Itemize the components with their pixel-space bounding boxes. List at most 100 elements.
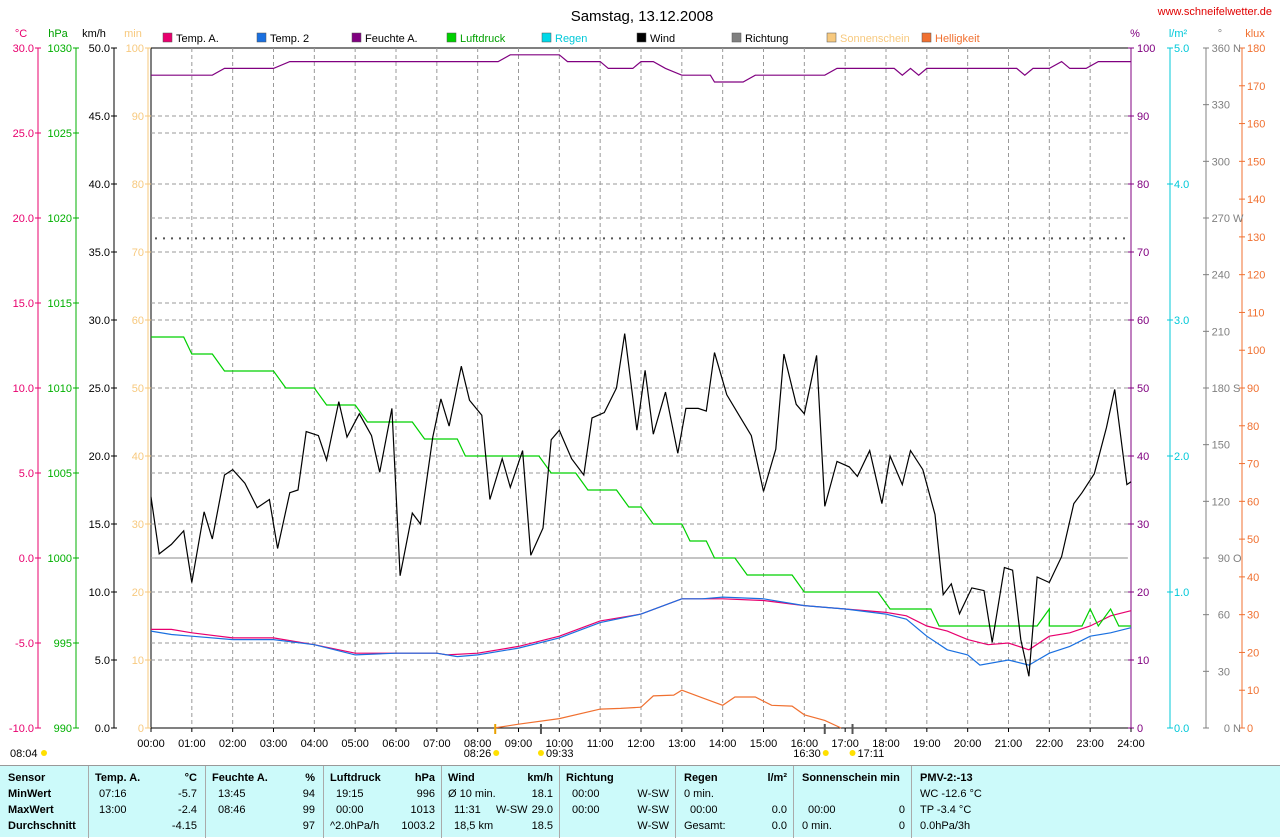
stats-value: -5.7 [178,788,197,800]
brightness-axis-tick-label: 90 [1247,383,1259,395]
legend-swatch [446,32,457,43]
stats-value: 1013 [410,804,435,816]
x-tick-label: 11:00 [587,738,614,750]
series-luftdruck [151,336,1131,628]
stats-time: 11:31 [454,804,481,816]
direction-axis-tick-label: 330 [1212,100,1230,112]
brightness-axis-tick-label: 60 [1247,496,1259,508]
temp-axis-tick-label: 25.0 [13,128,34,140]
direction-axis-tick-label: 30 [1218,666,1230,678]
legend-label: Luftdruck [460,33,506,45]
brightness-axis-tick-label: 160 [1247,119,1265,131]
compass-label: S [1233,383,1240,395]
site-url: www.schneifelwetter.de [1157,6,1272,18]
x-tick-label: 09:00 [505,738,533,750]
stats-time: ^2.0hPa/h [330,820,380,832]
light-unit-label: klux [1245,28,1265,40]
sun-axis-tick-label: 100 [126,43,144,55]
wind-axis-tick-label: 10.0 [89,587,110,599]
rain-axis-tick-label: 0.0 [1174,723,1189,735]
stats-col-pressure: Luftdruck hPa 19:15 996 00:00 1013 ^2.0hPa… [324,766,442,838]
legend-swatch [921,32,932,43]
legend-label: Richtung [745,33,788,45]
humidity-axis-tick-label: 30 [1137,519,1149,531]
brightness-axis-tick-label: 50 [1247,534,1259,546]
stats-value: 99 [302,804,315,816]
pressure-axis-tick-label: 1020 [48,213,72,225]
sun-axis-tick-label: 30 [132,519,144,531]
brightness-axis-tick-label: 180 [1247,43,1265,55]
stats-col-sensor: Sensor MinWert MaxWert Durchschnitt [0,766,89,838]
humidity-axis-tick-label: 80 [1137,179,1149,191]
pressure-axis-tick-label: 1030 [48,43,72,55]
stats-value: 0.0 [771,820,787,832]
stats-label-min: MinWert [8,788,52,800]
direction-axis-tick-label: 360 [1212,43,1230,55]
x-tick-label: 08:00 [464,738,492,750]
rain-axis-tick-label: 4.0 [1174,179,1189,191]
sun-event-label: 08:26 [464,748,492,760]
stats-tp: TP -3.4 °C [920,804,972,816]
stats-header: Richtung [566,772,614,784]
wind-axis-tick-label: 5.0 [95,655,110,667]
sun-marker [822,750,829,756]
temp-axis-tick-label: 10.0 [13,383,34,395]
x-tick-label: 22:00 [1036,738,1064,750]
pressure-axis-tick-label: 1000 [48,553,72,565]
direction-axis-tick-label: 90 [1218,553,1230,565]
direction-axis-tick-label: 150 [1212,440,1230,452]
rain-axis-tick-label: 5.0 [1174,43,1189,55]
stats-dir: W-SW [496,804,528,816]
humidity-axis-tick-label: 0 [1137,723,1143,735]
x-tick-label: 05:00 [341,738,369,750]
direction-axis-tick-label: 120 [1212,496,1230,508]
stats-col-sunshine: Sonnenschein min 00:00 0 0 min. 0 [794,766,912,838]
stats-time: 19:15 [336,788,364,800]
legend-swatch [541,32,552,43]
wind-axis-tick-label: 25.0 [89,383,110,395]
sun-events: 08:04 08:26 09:33 16:30 17:11 [10,724,884,760]
stats-time: 0 min. [684,788,714,800]
stats-value: W-SW [637,804,669,816]
brightness-axis-tick-label: 120 [1247,270,1265,282]
stats-value: 29.0 [531,804,553,816]
temp-axis-tick-label: 30.0 [13,43,34,55]
pressure-axis-tick-label: 990 [54,723,72,735]
stats-value: 0 [898,820,905,832]
wind-axis-tick-label: 20.0 [89,451,110,463]
wind-axis-tick-label: 15.0 [89,519,110,531]
sun-event-label: 17:11 [858,748,885,760]
x-tick-label: 07:00 [423,738,451,750]
stats-unit: °C [184,772,197,784]
x-tick-label: 06:00 [382,738,410,750]
stats-value: 18.1 [531,788,553,800]
humidity-axis-tick-label: 70 [1137,247,1149,259]
temp-axis-tick-label: 0.0 [19,553,34,565]
legend-swatch [256,32,267,43]
direction-unit-label: ° [1218,28,1222,40]
wind-axis-tick-label: 0.0 [95,723,110,735]
stats-col-pmv: PMV-2:-13 WC -12.6 °C TP -3.4 °C 0.0hPa/… [912,766,1280,838]
brightness-axis-tick-label: 130 [1247,232,1265,244]
temp-axis-tick-label: 15.0 [13,298,34,310]
legend-label: Feuchte A. [365,33,418,45]
pressure-axis-tick-label: 1005 [48,468,72,480]
wind-axis-tick-label: 50.0 [89,43,110,55]
stats-time: 00:00 [572,804,600,816]
rain-unit-label: l/m² [1169,28,1188,40]
chart-series [150,54,1132,729]
brightness-axis-tick-label: 150 [1247,156,1265,168]
sun-marker [537,750,544,756]
stats-value: 94 [302,788,315,800]
legend-label: Temp. A. [176,33,219,45]
stats-header: Sensor [8,772,46,784]
sun-axis-tick-label: 90 [132,111,144,123]
direction-axis-tick-label: 210 [1212,326,1230,338]
stats-unit: l/m² [767,772,787,784]
stats-time: 08:46 [218,804,246,816]
legend-label: Regen [555,33,587,45]
wind-axis-tick-label: 40.0 [89,179,110,191]
humidity-unit-label: % [1130,28,1140,40]
stats-value: W-SW [637,788,669,800]
stats-value: -4.15 [171,820,197,832]
